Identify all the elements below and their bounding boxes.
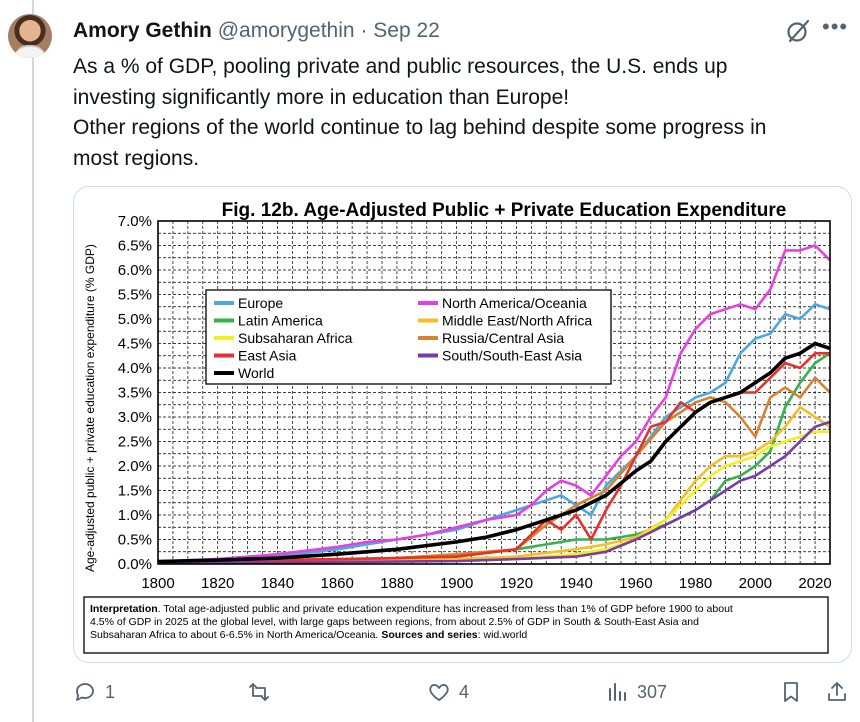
legend-label: South/South-East Asia [442,348,582,364]
x-tick-label: 2000 [739,575,772,592]
retweet-icon [249,683,269,701]
y-tick-label: 2.0% [118,458,152,475]
tweet-line: As a % of GDP, pooling private and publi… [73,55,728,78]
y-tick-label: 6.5% [118,238,152,255]
action-bar: 1 4 307 [73,680,853,712]
legend-label: Russia/Central Asia [442,330,564,346]
series-line-world [157,341,831,564]
x-tick-label: 1860 [321,575,354,592]
y-tick-label: 1.5% [118,483,152,500]
like-count: 4 [459,681,470,702]
bookmark-button[interactable] [779,680,803,704]
reply-count: 1 [105,681,116,702]
y-tick-label: 0.0% [118,556,152,573]
interpretation-label: Interpretation [90,603,158,615]
author-name[interactable]: Amory Gethin [73,19,212,42]
share-button[interactable] [825,680,849,704]
views-button[interactable]: 307 [605,680,667,704]
tweet-date[interactable]: Sep 22 [373,19,440,42]
x-tick-label: 2020 [798,575,831,592]
legend-label: Middle East/North Africa [442,313,592,329]
y-tick-label: 4.5% [118,336,152,353]
avatar[interactable] [8,14,52,58]
x-tick-label: 1880 [380,575,413,592]
author-handle[interactable]: @amorygethin [217,19,355,42]
like-button[interactable]: 4 [427,680,469,704]
x-tick-label: 1940 [559,575,592,592]
grok-icon[interactable] [784,17,812,45]
x-tick-label: 1920 [500,575,533,592]
y-tick-label: 5.0% [118,311,152,328]
share-icon [828,682,846,701]
tweet-line: most regions. [73,146,200,170]
y-tick-label: 0.5% [118,532,152,549]
legend-label: East Asia [238,348,297,364]
y-tick-label: 6.0% [118,262,152,279]
views-icon [609,683,626,701]
interpretation-box: Interpretation. Total age-adjusted publi… [83,596,829,654]
x-tick-label: 1840 [261,575,294,592]
series-line-russia-central-asia [157,376,831,564]
more-icon[interactable]: ••• [822,14,849,39]
x-tick-label: 1980 [679,575,712,592]
separator-dot: · [360,19,368,42]
tweet-text: As a % of GDP, pooling private and publi… [73,52,833,174]
series-line-middle-east-north-africa [157,405,831,565]
avatar-shirt [14,45,46,58]
legend-label: Subsaharan Africa [238,330,353,346]
legend-label: Latin America [238,313,323,329]
legend-label: North America/Oceania [442,295,587,311]
interpretation-line: . Total age-adjusted public and private … [158,603,733,615]
interpretation-line: Subsaharan Africa to about 6-6.5% in Nor… [90,629,378,641]
reply-button[interactable]: 1 [73,680,115,704]
svg-text:Subsaharan Africa to about 6-6: Subsaharan Africa to about 6-6.5% in Nor… [90,629,527,641]
y-tick-label: 4.0% [118,360,152,377]
x-tick-label: 1820 [201,575,234,592]
y-tick-label: 7.0% [118,213,152,230]
like-icon [429,684,449,701]
sources-label: Sources and series [381,629,477,641]
legend-label: World [238,365,274,381]
education-expenditure-chart: Fig. 12b. Age-Adjusted Public + Private … [74,187,851,662]
tweet-line: investing significantly more in educatio… [73,85,570,109]
tweet-line: Other regions of the world continue to l… [73,116,767,139]
y-tick-label: 1.0% [118,507,152,524]
sources-value: : wid.world [478,629,528,641]
retweet-button[interactable] [247,680,279,704]
x-tick-label: 1900 [440,575,473,592]
thread-line [32,0,34,722]
y-tick-label: 2.5% [118,434,152,451]
y-axis-label: Age-adjusted public + private education … [83,244,97,572]
svg-text:Interpretation. Total age-adju: Interpretation. Total age-adjusted publi… [90,603,733,615]
y-tick-label: 5.5% [118,287,152,304]
x-tick-label: 1960 [619,575,652,592]
chart-title: Fig. 12b. Age-Adjusted Public + Private … [222,200,787,221]
y-tick-label: 3.0% [118,409,152,426]
views-count: 307 [637,681,668,702]
x-tick-label: 1800 [141,575,174,592]
tweet-header: Amory Gethin @amorygethin · Sep 22 [73,18,440,44]
reply-icon [76,683,94,701]
series-line-east-asia [157,352,830,563]
media-card[interactable]: Fig. 12b. Age-Adjusted Public + Private … [73,186,852,663]
series-line-south-south-east-asia [157,420,831,565]
legend-label: Europe [238,295,283,311]
series-line-north-america-oceania [157,244,831,563]
y-tick-label: 3.5% [118,385,152,402]
bookmark-icon [784,682,798,702]
interpretation-line: 4.5% of GDP in 2025 at the global level,… [90,616,699,628]
